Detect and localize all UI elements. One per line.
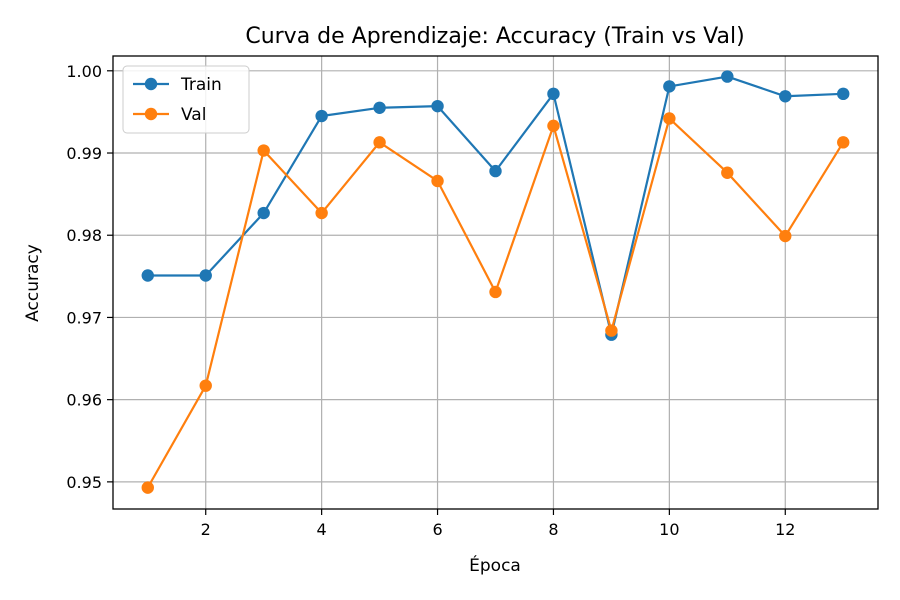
data-point-train bbox=[547, 87, 560, 101]
x-tick-label: 4 bbox=[317, 520, 327, 539]
data-point-val bbox=[605, 324, 618, 337]
y-tick-label: 0.98 bbox=[66, 226, 102, 245]
x-tick-label: 8 bbox=[548, 520, 558, 539]
data-point-train bbox=[315, 109, 328, 123]
data-point-train bbox=[663, 80, 676, 93]
legend-marker-train bbox=[144, 77, 158, 91]
y-axis-label: Accuracy bbox=[23, 244, 43, 322]
legend-label-train: Train bbox=[180, 75, 222, 95]
data-point-train bbox=[837, 87, 850, 101]
data-point-val bbox=[489, 285, 502, 299]
data-point-val bbox=[257, 144, 270, 157]
data-point-val bbox=[547, 119, 560, 133]
data-point-train bbox=[257, 206, 270, 220]
plot-frame bbox=[112, 55, 879, 510]
data-point-train bbox=[199, 269, 212, 282]
y-tick-label: 0.97 bbox=[66, 308, 102, 327]
y-tick-label: 0.99 bbox=[66, 144, 102, 163]
y-tick-label: 0.95 bbox=[66, 473, 102, 492]
data-point-train bbox=[779, 90, 792, 103]
data-point-train bbox=[373, 101, 386, 114]
y-tick-label: 1.00 bbox=[66, 62, 102, 81]
data-point-val bbox=[141, 481, 154, 494]
data-point-train bbox=[721, 70, 734, 83]
data-point-val bbox=[199, 379, 212, 392]
data-point-val bbox=[373, 136, 386, 149]
chart-title: Curva de Aprendizaje: Accuracy (Train vs… bbox=[245, 24, 744, 49]
x-tick-label: 10 bbox=[659, 520, 679, 539]
data-point-train bbox=[489, 164, 502, 178]
y-tick-label: 0.96 bbox=[66, 391, 102, 410]
data-point-train bbox=[141, 269, 154, 282]
x-tick-label: 12 bbox=[775, 520, 795, 539]
data-point-train bbox=[431, 99, 444, 113]
x-tick-label: 2 bbox=[201, 520, 211, 539]
data-point-val bbox=[431, 174, 444, 188]
legend-label-val: Val bbox=[181, 105, 206, 125]
data-point-val bbox=[779, 229, 792, 243]
plot-area: 2 4 6 8 10 12 0.95 0.96 0.97 0.98 0.99 1.00 Train Val bbox=[66, 55, 879, 539]
x-tick-label: 6 bbox=[432, 520, 442, 539]
x-axis-label: Época bbox=[469, 554, 521, 576]
data-point-val bbox=[721, 166, 734, 179]
data-point-val bbox=[315, 206, 328, 220]
legend-marker-val bbox=[144, 107, 158, 121]
data-point-val bbox=[663, 112, 676, 125]
data-point-val bbox=[837, 136, 850, 149]
